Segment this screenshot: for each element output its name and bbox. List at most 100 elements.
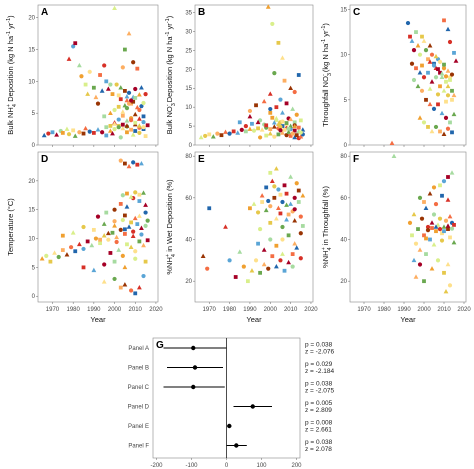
data-point-circle (143, 91, 148, 97)
data-point-circle (268, 106, 273, 112)
data-point-triangle (83, 125, 88, 131)
data-point-square (91, 227, 96, 232)
data-point-triangle (453, 58, 459, 63)
data-point-circle (431, 212, 437, 217)
data-point-square (420, 34, 424, 39)
data-point-square (300, 224, 305, 228)
data-point-circle (112, 276, 117, 282)
data-point-circle (77, 130, 82, 135)
data-point-triangle (141, 190, 146, 195)
x-tick-label: 1980 (66, 307, 80, 313)
data-point-triangle (122, 102, 128, 108)
data-point-circle (145, 218, 150, 223)
data-point-triangle (99, 88, 105, 93)
y-tick-label: 20 (185, 67, 192, 73)
data-point-square (286, 126, 291, 131)
data-point-triangle (132, 111, 138, 117)
data-point-square (296, 200, 301, 204)
p-value: p = 0.005 (305, 400, 333, 407)
data-point-circle (298, 130, 303, 135)
data-point-triangle (389, 140, 395, 145)
data-point-square (426, 125, 430, 129)
x-axis-label: Year (400, 315, 416, 324)
data-point-triangle (269, 178, 275, 183)
y-axis-label-part: -1 (6, 31, 12, 36)
data-point-triangle (101, 279, 107, 284)
x-tick-label: -200 (150, 463, 163, 469)
data-point-circle (129, 118, 134, 123)
panel-letter: C (353, 7, 360, 18)
data-point-triangle (421, 38, 427, 43)
data-point-triangle (415, 83, 421, 89)
data-point-circle (102, 262, 107, 267)
data-point-triangle (66, 56, 72, 61)
y-tick-label: 15 (28, 208, 35, 214)
y-axis-label-part: Bulk NH (6, 107, 15, 135)
y-axis-label-part: ) (165, 15, 174, 18)
data-point-square (452, 50, 456, 55)
data-point-triangle (120, 109, 126, 114)
data-point-square (91, 131, 96, 135)
data-point-square (104, 210, 109, 215)
data-point-square (98, 237, 102, 242)
data-point-square (48, 259, 53, 264)
data-point-square (108, 251, 113, 255)
data-point-circle (437, 226, 443, 232)
data-point-circle (112, 126, 117, 132)
data-point-circle (251, 128, 257, 133)
data-point-circle (118, 158, 123, 163)
data-point-circle (227, 258, 232, 263)
data-point-circle (131, 229, 136, 234)
y-axis-label-part: 4 (12, 104, 18, 107)
data-point-circle (298, 231, 303, 236)
x-axis-label: Year (246, 315, 262, 324)
x-tick-label: 1980 (223, 307, 237, 313)
y-tick-label: 5 (344, 98, 348, 104)
data-point-triangle (427, 86, 433, 91)
data-point-triangle (433, 224, 439, 229)
data-point-square (264, 123, 269, 128)
data-point-square (137, 239, 142, 244)
z-value: z = -2.075 (305, 388, 334, 395)
data-point-square (256, 241, 260, 246)
data-point-square (422, 233, 426, 238)
data-point-square (71, 128, 76, 133)
data-point-square (50, 130, 55, 135)
data-point-triangle (118, 85, 124, 90)
data-point-triangle (126, 31, 132, 36)
data-point-circle (268, 237, 273, 242)
data-point-circle (298, 214, 303, 219)
data-point-triangle (391, 153, 397, 158)
data-point-square (250, 121, 254, 126)
data-point-triangle (128, 244, 134, 249)
data-point-circle (278, 124, 283, 129)
trend-estimate-point (192, 365, 198, 370)
data-point-triangle (441, 131, 447, 136)
data-point-triangle (273, 216, 279, 221)
data-point-square (110, 92, 115, 96)
panel-a: A 0 5 10 15 20 (28, 4, 159, 149)
trend-estimate-point (191, 384, 196, 390)
data-point-triangle (223, 224, 228, 229)
data-point-circle (112, 219, 117, 224)
data-point-circle (46, 131, 51, 136)
data-point-square (274, 243, 279, 248)
row-label: Panel B (128, 366, 149, 372)
y-axis-label-part: Deposition (kg N ha (165, 36, 174, 105)
data-point-square (219, 133, 224, 138)
data-point-circle (81, 246, 86, 252)
data-point-square (436, 67, 440, 72)
data-point-triangle (247, 114, 253, 119)
data-point-circle (433, 75, 439, 80)
data-point-circle (139, 104, 144, 109)
data-point-circle (118, 227, 123, 232)
data-point-triangle (136, 123, 142, 128)
data-point-circle (81, 224, 86, 230)
data-point-circle (126, 90, 132, 95)
data-point-triangle (439, 71, 445, 76)
y-axis-label-part: Throughfall NO (321, 76, 330, 127)
data-point-circle (441, 66, 447, 71)
data-point-triangle (427, 101, 433, 107)
data-point-triangle (298, 134, 304, 139)
data-point-circle (253, 258, 259, 263)
